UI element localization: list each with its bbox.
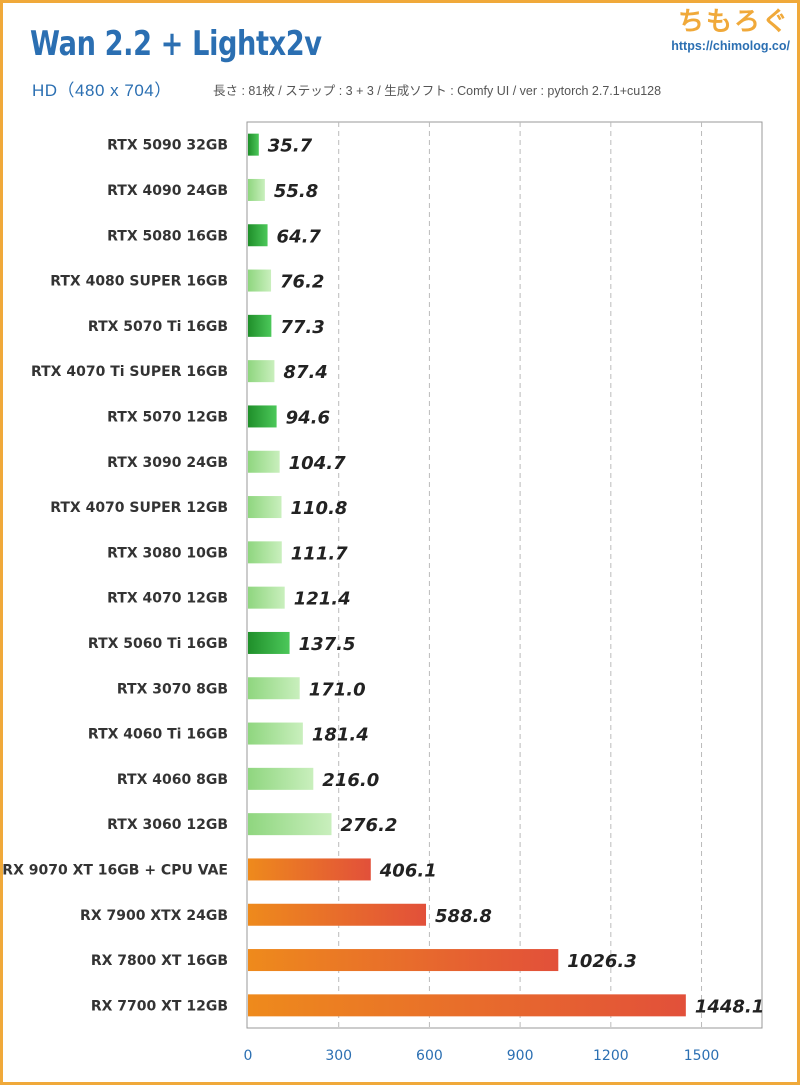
value-label: 87.4	[283, 362, 327, 383]
value-label: 111.7	[291, 543, 348, 564]
brand-url: https://chimolog.co/	[671, 39, 790, 53]
value-label: 276.2	[341, 815, 398, 836]
category-label: RX 7700 XT 12GB	[91, 998, 228, 1014]
bar	[248, 178, 265, 201]
bar	[248, 360, 275, 383]
bar	[248, 314, 272, 337]
brand-logo-text: ちもろぐ	[677, 7, 790, 37]
value-label: 171.0	[309, 679, 366, 700]
x-tick-label: 1200	[593, 1048, 629, 1064]
x-tick-label: 600	[416, 1048, 443, 1064]
value-label: 64.7	[277, 226, 322, 247]
chart-subtitle: HD（480 x 704）	[32, 81, 172, 100]
bar	[248, 813, 332, 836]
bar-row: RTX 4060 Ti 16GB 181.4	[88, 722, 369, 746]
category-label: RTX 4070 Ti SUPER 16GB	[31, 364, 228, 380]
category-label: RTX 3090 24GB	[107, 455, 228, 471]
bar	[248, 631, 290, 654]
bar-row: RTX 4090 24GB 55.8	[107, 178, 318, 202]
grid-lines	[338, 122, 703, 1028]
value-label: 588.8	[435, 906, 492, 927]
category-label: RTX 5070 12GB	[107, 409, 228, 425]
category-label: RX 9070 XT 16GB + CPU VAE	[2, 862, 228, 878]
site-brand: ちもろぐ https://chimolog.co/	[671, 6, 790, 54]
bar-row: RTX 5080 16GB 64.7	[107, 224, 321, 247]
bar	[248, 496, 282, 519]
bar-row: RX 7800 XT 16GB 1026.3	[91, 949, 637, 972]
value-label: 110.8	[291, 498, 348, 519]
bar	[248, 405, 277, 428]
benchmark-settings: 長さ : 81枚 / ステップ : 3 + 3 / 生成ソフト : Comfy …	[213, 84, 662, 98]
category-label: RX 7900 XTX 24GB	[80, 908, 228, 924]
bar	[248, 858, 371, 881]
bar	[248, 994, 686, 1017]
value-label: 406.1	[379, 860, 437, 881]
bar	[248, 450, 280, 473]
category-label: RTX 4070 SUPER 12GB	[50, 500, 228, 516]
x-tick-label: 0	[244, 1048, 253, 1064]
bar	[248, 903, 427, 926]
value-label: 35.7	[268, 136, 313, 157]
value-label: 1448.1	[695, 996, 764, 1017]
category-label: RTX 5090 32GB	[107, 138, 228, 154]
value-label: 181.4	[312, 725, 369, 746]
bar	[248, 224, 268, 247]
bar-row: RTX 5070 Ti 16GB 77.3	[88, 314, 325, 338]
category-label: RTX 5070 Ti 16GB	[88, 319, 228, 335]
bar-row: RTX 4070 12GB 121.4	[107, 586, 351, 610]
chart-title: Wan 2.2 + Lightx2v	[30, 24, 322, 64]
bar-row: RTX 3060 12GB 276.2	[107, 813, 397, 836]
bar	[248, 722, 303, 745]
bar-row: RTX 4060 8GB 216.0	[117, 767, 379, 791]
bars: RTX 5090 32GB 35.7 RTX 4090 24GB 55.8 RTX 50…	[2, 133, 764, 1017]
value-label: 77.3	[280, 317, 324, 338]
category-label: RTX 4090 24GB	[107, 183, 228, 199]
bar-row: RTX 5060 Ti 16GB 137.5	[88, 631, 356, 655]
bar	[248, 133, 259, 156]
category-label: RX 7800 XT 16GB	[91, 953, 228, 969]
value-label: 121.4	[294, 589, 351, 610]
plot-area	[246, 121, 763, 1029]
category-label: RTX 3060 12GB	[107, 817, 228, 833]
value-label: 1026.3	[567, 951, 636, 972]
bar-row: RTX 5090 32GB 35.7	[107, 133, 313, 157]
bar	[248, 541, 282, 564]
value-label: 216.0	[322, 770, 379, 791]
category-label: RTX 3070 8GB	[117, 681, 228, 697]
value-label: 94.6	[286, 407, 330, 428]
bar-row: RTX 4070 SUPER 12GB 110.8	[50, 496, 347, 519]
bar-row: RX 7700 XT 12GB 1448.1	[91, 994, 764, 1017]
category-label: RTX 5060 Ti 16GB	[88, 636, 228, 652]
value-label: 76.2	[280, 272, 324, 293]
bar-row: RTX 3080 10GB 111.7	[107, 541, 348, 564]
bar-row: RTX 4070 Ti SUPER 16GB 87.4	[31, 360, 328, 383]
bar-row: RX 9070 XT 16GB + CPU VAE 406.1	[2, 858, 437, 881]
bar	[248, 269, 272, 292]
category-label: RTX 4070 12GB	[107, 591, 228, 607]
bar	[248, 586, 285, 609]
category-label: RTX 4060 8GB	[117, 772, 228, 788]
value-label: 137.5	[299, 634, 356, 655]
category-label: RTX 4060 Ti 16GB	[88, 727, 228, 743]
category-label: RTX 3080 10GB	[107, 545, 228, 561]
x-tick-label: 300	[325, 1048, 352, 1064]
value-label: 104.7	[289, 453, 346, 474]
bar	[248, 767, 314, 790]
category-label: RTX 5080 16GB	[107, 228, 228, 244]
category-label: RTX 4080 SUPER 16GB	[50, 274, 228, 290]
x-tick-label: 1500	[684, 1048, 720, 1064]
bar-row: RX 7900 XTX 24GB 588.8	[80, 903, 492, 927]
bar-row: RTX 4080 SUPER 16GB 76.2	[50, 269, 324, 293]
value-label: 55.8	[274, 181, 318, 202]
x-axis-ticks: 0 300 600 900 1200 1500	[244, 1048, 720, 1064]
bar-row: RTX 5070 12GB 94.6	[107, 405, 330, 428]
bar-row: RTX 3070 8GB 171.0	[117, 677, 366, 700]
bar	[248, 677, 300, 700]
bar-row: RTX 3090 24GB 104.7	[107, 450, 346, 474]
bar	[248, 949, 559, 972]
x-tick-label: 900	[507, 1048, 534, 1064]
